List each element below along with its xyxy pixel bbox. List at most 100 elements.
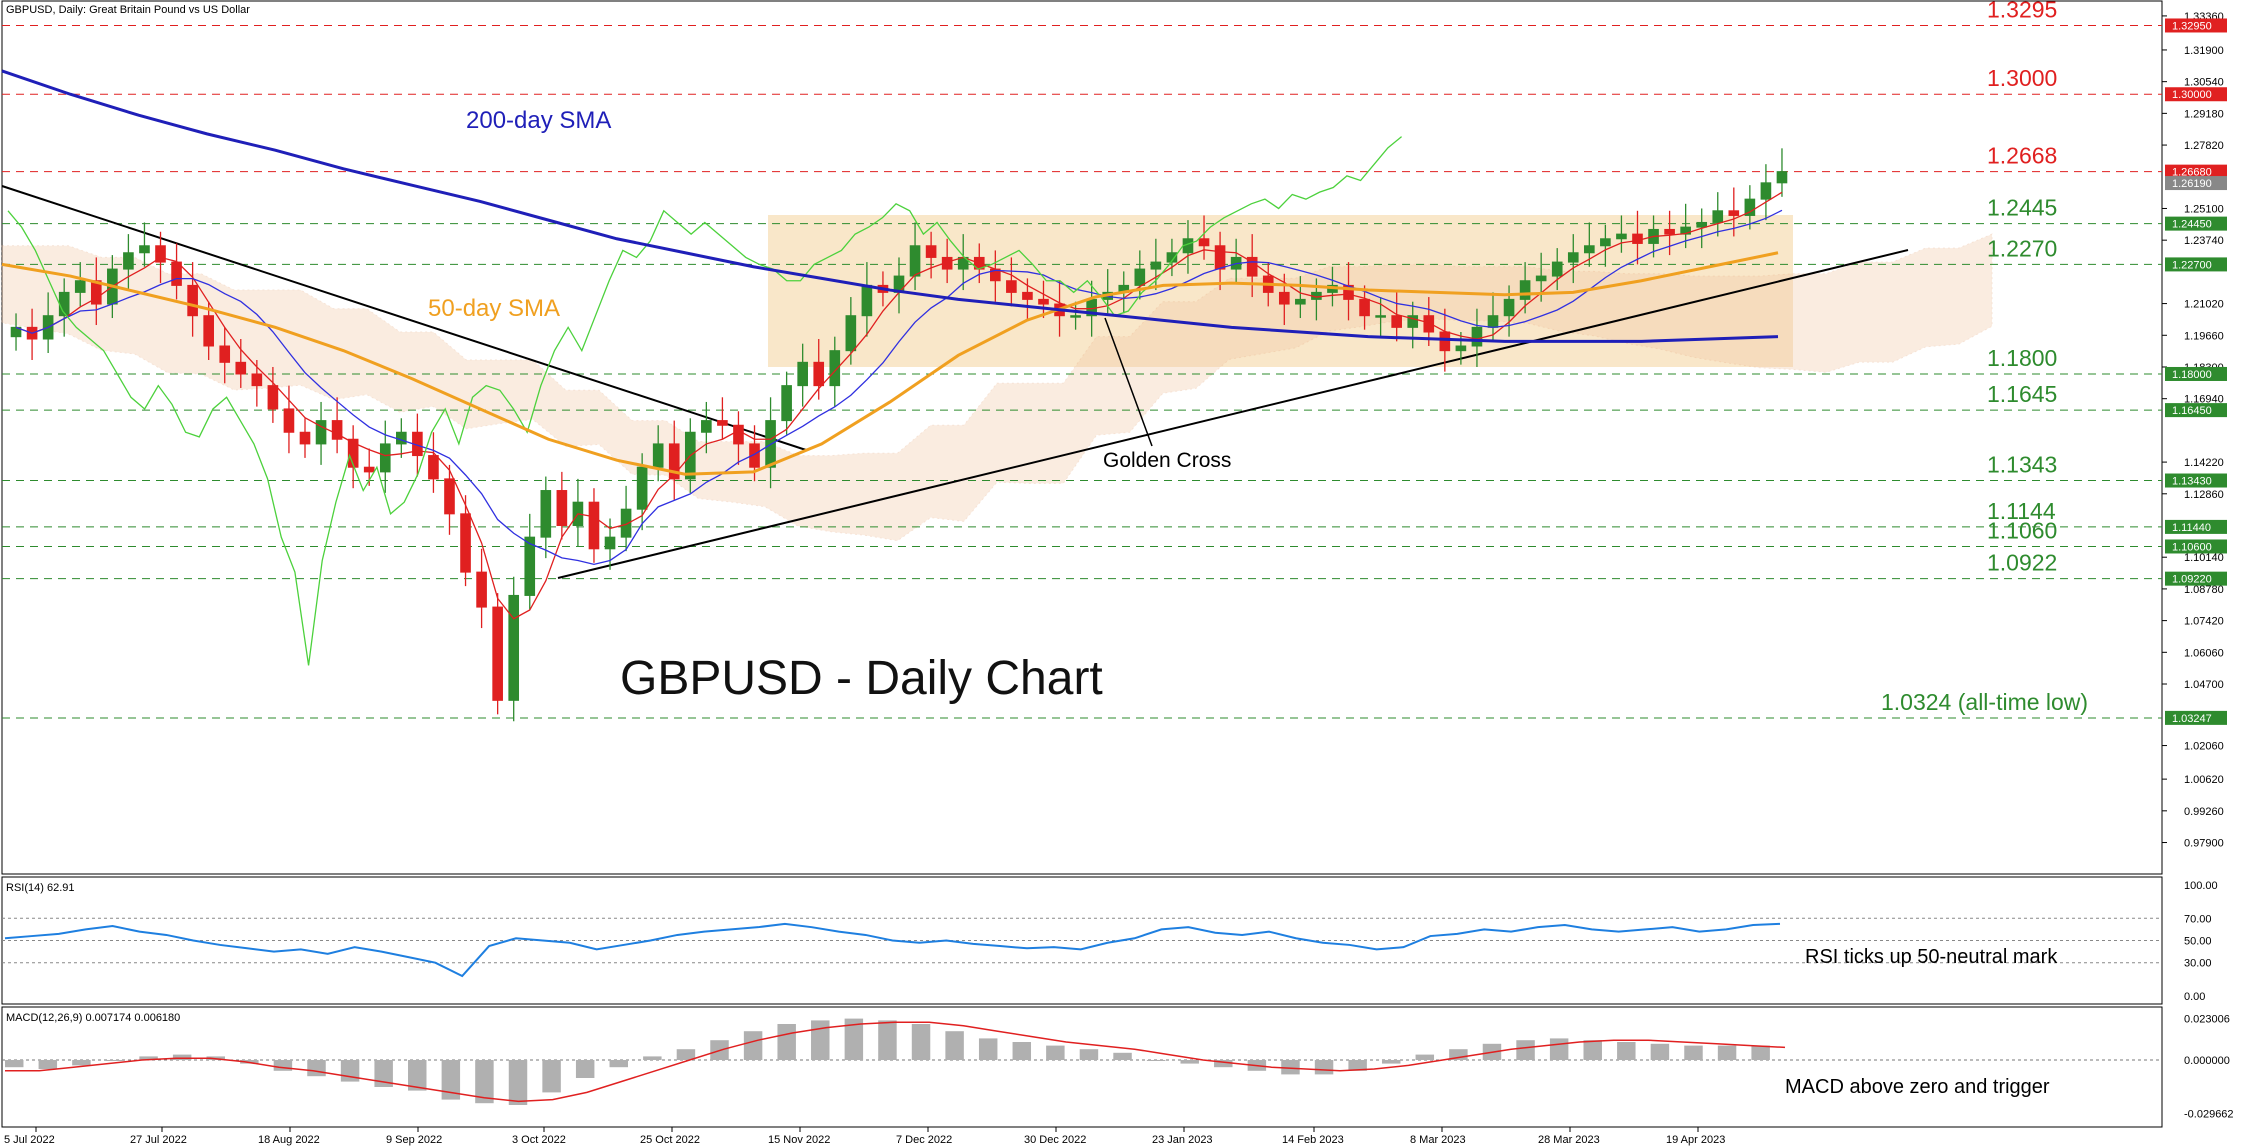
macd-note: MACD above zero and trigger [1785,1076,2050,1098]
chikou-line [7,136,1402,666]
candle-body [1600,238,1611,247]
macd-bar [273,1060,293,1071]
macd-signal-line [5,1021,1786,1103]
macd-bar [1751,1045,1770,1060]
candle-body [636,466,648,510]
candle-body [1038,298,1049,305]
price-tick-label: 1.04700 [2184,679,2224,691]
price-tick-label: 1.06060 [2184,647,2224,659]
candle-body [1535,275,1547,282]
price-tag [2165,18,2227,33]
time-tick-label: 30 Dec 2022 [1024,1134,1086,1146]
macd-bar [1281,1060,1300,1075]
level-label: 1.1800 [1987,345,2057,371]
candle-body [1295,298,1306,305]
price-tag-label: 1.26190 [2172,178,2212,190]
candle-body [829,350,841,387]
level-label: 1.2270 [1987,235,2057,261]
level-label: 1.1343 [1987,452,2057,478]
macd-bar [575,1060,595,1078]
rsi-label: RSI(14) 62.91 [6,882,74,894]
candle-body [235,361,247,375]
macd-bar [1684,1045,1703,1060]
price-tag [2165,519,2227,534]
candle-body [813,361,825,387]
level-label: 1.2445 [1987,195,2057,221]
level-label: 1.1645 [1987,381,2057,407]
price-tick-label: 1.02060 [2184,741,2224,753]
level-label: 1.0922 [1987,550,2057,576]
macd-bar [475,1060,494,1104]
price-tick-label: 1.29180 [2184,108,2224,120]
macd-bar [5,1060,24,1068]
price-tag-label: 1.11440 [2172,522,2211,534]
level-label: 1.2668 [1987,143,2057,169]
level-label: 1.3000 [1987,65,2057,91]
candle-body [1022,291,1033,300]
time-tick-label: 8 Mar 2023 [1410,1134,1466,1146]
macd-label: MACD(12,26,9) 0.007174 0.006180 [6,1012,180,1024]
trendlines [1,185,1909,579]
candle-body [845,315,857,352]
macd-tick-label: 0.000000 [2184,1055,2230,1067]
macd-bar [38,1060,58,1069]
macd-bar [911,1024,931,1060]
candle-body [331,420,343,440]
macd-bar [1180,1060,1199,1064]
price-tag-label: 1.16450 [2172,405,2212,417]
price-tick-label: 1.12860 [2184,489,2224,501]
candle-body [508,594,520,701]
macd-bar [609,1060,628,1068]
candle-body [1391,315,1402,328]
candle-body [1696,221,1708,228]
macd-bar [1314,1060,1334,1075]
candle-body [251,373,263,387]
candle-body [283,408,295,433]
price-tag-label: 1.30000 [2172,89,2212,101]
price-axis: 1.333601.319001.305401.291801.278201.251… [2162,11,2227,850]
macd-bar [1381,1060,1401,1064]
tenkan-line [15,209,1783,566]
candle-body [492,606,503,701]
macd-bar [811,1020,830,1060]
level-lines [2,24,2162,719]
candle-body [476,571,487,608]
candle-body [861,284,873,317]
macd-tick-label: -0.029662 [2184,1108,2234,1120]
macd-bar [172,1054,192,1060]
price-tag-label: 1.24450 [2172,219,2212,231]
candle-body [909,245,921,277]
candle-body [1503,298,1515,317]
candle-body [347,438,359,468]
rsi-tick-label: 100.00 [2184,880,2218,892]
macd-tick-label: 0.023006 [2184,1014,2230,1026]
macd-bar [777,1024,796,1060]
price-tag [2165,539,2227,554]
candle-body [1375,315,1386,318]
time-tick-label: 14 Feb 2023 [1282,1134,1344,1146]
macd-bar [105,1060,125,1061]
candle-body [379,443,391,473]
candle-body [299,431,311,445]
candle-body [1214,245,1226,270]
macd-bar [676,1049,696,1060]
macd-bar [542,1060,561,1093]
time-tick-label: 18 Aug 2022 [258,1134,320,1146]
candle-body [1584,245,1595,254]
candle-body [460,513,471,573]
price-tag-label: 1.22700 [2172,259,2212,271]
candle-body [604,536,616,550]
price-tick-label: 1.14220 [2184,457,2224,469]
candle-body [428,455,439,480]
macd-bar [441,1060,461,1100]
price-tag [2165,366,2227,381]
macd-bar [1046,1045,1065,1060]
main-panel [1,0,2163,875]
time-tick-label: 25 Oct 2022 [640,1134,700,1146]
rsi-tick-label: 0.00 [2184,991,2205,1003]
price-tick-label: 1.08780 [2184,584,2224,596]
macd-bar [1516,1040,1535,1060]
cloud-area [1,233,1993,542]
candle-body [1246,256,1258,277]
candle-body [733,424,744,445]
